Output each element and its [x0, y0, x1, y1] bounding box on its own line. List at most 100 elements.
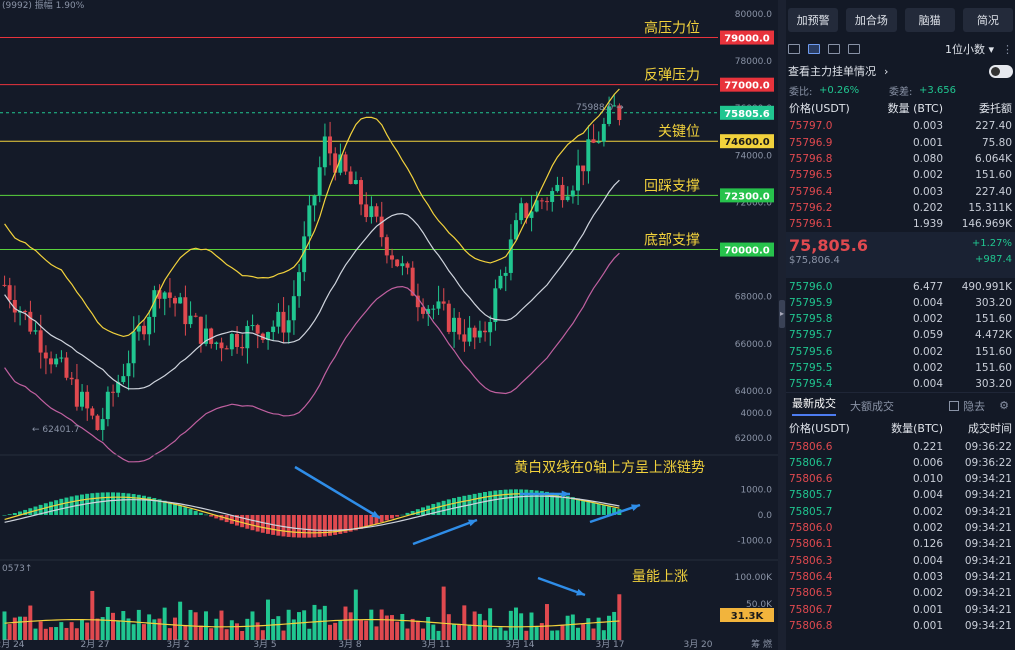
candle-body [183, 297, 188, 325]
candle-body [483, 330, 487, 333]
cell-qty: 0.059 [912, 329, 943, 342]
volume-bar [384, 615, 389, 640]
bid-row[interactable]: 75795.6 0.002 151.60 [786, 344, 1015, 360]
volume-bar [374, 626, 379, 640]
volume-bar [539, 623, 544, 640]
macd-bar [116, 492, 121, 515]
panel-divider[interactable]: ▸ [778, 0, 786, 650]
ask-row[interactable]: 75796.4 0.003 227.40 [786, 183, 1015, 199]
candle-body [100, 419, 105, 430]
volume-bar [617, 594, 622, 640]
trade-row[interactable]: 75805.7 0.004 09:34:21 [786, 487, 1015, 503]
last-price-usd: $75,806.4 [789, 255, 840, 267]
cell-qty: 0.002 [912, 169, 943, 182]
add-market-button[interactable]: 加合场 [846, 8, 897, 32]
collapse-arrow-icon[interactable]: ▸ [779, 300, 785, 328]
macd-bar [374, 515, 379, 524]
volume-bar [95, 618, 100, 640]
view-asks-icon[interactable] [848, 44, 860, 54]
depth-toggle[interactable] [989, 64, 1013, 78]
volume-bar [545, 604, 549, 640]
trade-row[interactable]: 75806.5 0.002 09:34:21 [786, 585, 1015, 601]
settings-icon[interactable]: ⚙ [999, 399, 1009, 413]
trade-row[interactable]: 75806.0 0.002 09:34:21 [786, 520, 1015, 536]
volume-bar [121, 611, 126, 640]
trade-header-price: 价格(USDT) [789, 422, 850, 436]
depth-title[interactable]: 查看主力挂单情况 [788, 65, 876, 78]
trade-row[interactable]: 75806.6 0.010 09:34:21 [786, 471, 1015, 487]
bid-row[interactable]: 75795.8 0.002 151.60 [786, 311, 1015, 327]
ask-row[interactable]: 75796.2 0.202 15.311K [786, 200, 1015, 216]
macd-bar [312, 515, 317, 538]
tab-large-trades[interactable]: 大额成交 [850, 399, 894, 413]
volume-bar [379, 609, 384, 640]
trade-row[interactable]: 75806.4 0.003 09:34:21 [786, 569, 1015, 585]
bid-row[interactable]: 75796.0 6.477 490.991K [786, 278, 1015, 294]
ask-row[interactable]: 75796.9 0.001 75.80 [786, 135, 1015, 151]
price-axis-label: 68000.0 [735, 293, 772, 303]
trade-row[interactable]: 75806.8 0.001 09:34:21 [786, 618, 1015, 634]
cell-qty: 0.080 [912, 153, 943, 166]
trade-tabs: 最新成交 大额成交 隐去 ⚙ [786, 392, 1015, 418]
macd-bar [364, 515, 369, 528]
view-bids-icon[interactable] [828, 44, 840, 54]
brain-button[interactable]: 脑猫 [904, 8, 955, 32]
trade-row[interactable]: 75806.1 0.126 09:34:21 [786, 536, 1015, 552]
bid-row[interactable]: 75795.5 0.002 151.60 [786, 360, 1015, 376]
volume-bar [493, 628, 498, 640]
level-tag: 70000.0 [724, 246, 770, 257]
cell-price: 75796.5 [789, 169, 833, 182]
candle-body [229, 333, 234, 350]
add-alert-button[interactable]: 加预警 [788, 8, 839, 32]
more-icon[interactable]: ⋮ [1002, 42, 1013, 56]
ask-row[interactable]: 75797.0 0.003 227.40 [786, 118, 1015, 134]
tab-latest-trades[interactable]: 最新成交 [792, 395, 836, 417]
view-both-icon[interactable] [788, 44, 800, 54]
trade-row[interactable]: 75805.7 0.002 09:34:21 [786, 504, 1015, 520]
ask-row[interactable]: 75796.5 0.002 151.60 [786, 167, 1015, 183]
candle-body [178, 297, 183, 304]
candle-body [581, 165, 586, 172]
bid-row[interactable]: 75795.7 0.059 4.472K [786, 327, 1015, 343]
volume-bar [183, 624, 188, 640]
ratio-label: 委比: [789, 86, 813, 98]
hide-filter[interactable]: 隐去 [949, 398, 985, 414]
trade-row[interactable]: 75806.3 0.004 09:34:21 [786, 553, 1015, 569]
candle-body [477, 330, 482, 338]
overview-button[interactable]: 简况 [962, 8, 1013, 32]
volume-bar [240, 630, 245, 640]
cell-price: 75795.4 [789, 378, 833, 391]
candle-body [136, 325, 141, 332]
macd-arrow-2 [412, 518, 478, 546]
macd-bar [317, 515, 322, 537]
candle-body [348, 171, 353, 184]
candle-body [338, 154, 343, 173]
bid-row[interactable]: 75795.9 0.004 303.20 [786, 295, 1015, 311]
ask-row[interactable]: 75796.1 1.939 146.969K [786, 216, 1015, 232]
candle-body [508, 239, 513, 273]
trade-row[interactable]: 75806.6 0.221 09:36:22 [786, 438, 1015, 454]
macd-arrow-2-head [468, 519, 477, 527]
ask-row[interactable]: 75796.8 0.080 6.064K [786, 151, 1015, 167]
macd-bar [384, 515, 389, 521]
volume-bar [12, 617, 17, 640]
bid-row[interactable]: 75795.4 0.004 303.20 [786, 376, 1015, 392]
volume-bar [245, 618, 250, 640]
volume-bar [173, 617, 177, 640]
candle-body [255, 325, 260, 334]
volume-bar [204, 611, 208, 640]
volume-bar [100, 617, 105, 640]
depth-row[interactable]: 查看主力挂单情况 › [786, 60, 1015, 82]
kline-chart[interactable]: (9992) 振幅 1.90%80000.078000.076000.07400… [0, 0, 778, 650]
trade-row[interactable]: 75806.7 0.001 09:34:21 [786, 601, 1015, 617]
chart-canvas[interactable]: (9992) 振幅 1.90%80000.078000.076000.07400… [0, 0, 778, 650]
trade-row[interactable]: 75806.7 0.006 09:36:22 [786, 455, 1015, 471]
checkbox[interactable] [949, 400, 960, 411]
macd-bar [369, 515, 374, 526]
cell-price: 75806.7 [789, 456, 833, 469]
macd-bar [152, 498, 157, 515]
volume-bar [596, 617, 601, 640]
view-split-icon[interactable] [808, 44, 820, 54]
precision-select[interactable]: 1位小数 ▾ [944, 43, 994, 56]
change-pct: +1.27% [971, 238, 1012, 250]
